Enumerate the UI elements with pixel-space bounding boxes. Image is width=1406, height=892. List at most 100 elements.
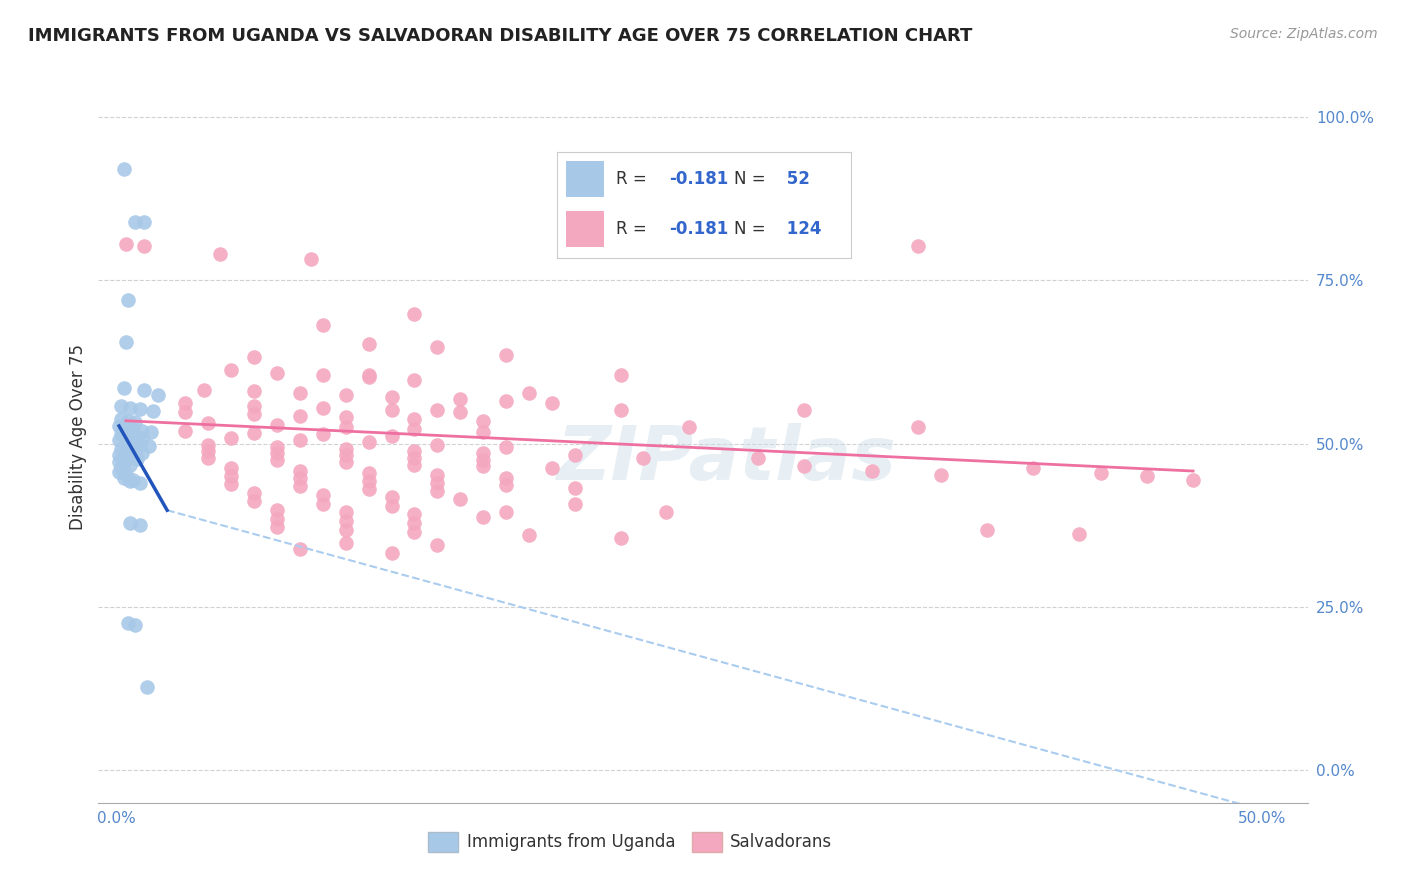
Point bbox=[288, 542, 311, 557]
Point bbox=[678, 420, 700, 434]
Point bbox=[288, 385, 311, 400]
Point bbox=[266, 418, 288, 433]
Point bbox=[335, 449, 357, 463]
Point bbox=[449, 492, 471, 507]
Point bbox=[357, 337, 380, 351]
Point bbox=[299, 252, 322, 267]
Point bbox=[134, 383, 156, 397]
Point bbox=[174, 405, 197, 419]
Point bbox=[115, 435, 138, 450]
Point bbox=[142, 404, 165, 418]
Point bbox=[112, 381, 135, 395]
Point bbox=[112, 456, 135, 470]
Point bbox=[472, 446, 495, 460]
Point bbox=[115, 467, 138, 482]
Point bbox=[243, 407, 266, 421]
Point bbox=[266, 512, 288, 526]
Point bbox=[266, 520, 288, 534]
Point bbox=[117, 616, 139, 631]
Text: R =: R = bbox=[616, 170, 652, 188]
Point bbox=[357, 466, 380, 480]
Point bbox=[1067, 526, 1090, 541]
Legend: Immigrants from Uganda, Salvadorans: Immigrants from Uganda, Salvadorans bbox=[420, 823, 841, 860]
Text: R =: R = bbox=[616, 220, 652, 238]
Point bbox=[110, 442, 132, 456]
Text: -0.181: -0.181 bbox=[669, 220, 728, 238]
Point bbox=[243, 485, 266, 500]
FancyBboxPatch shape bbox=[567, 211, 605, 247]
Point bbox=[404, 458, 426, 472]
Point bbox=[108, 449, 131, 463]
Point bbox=[128, 402, 150, 417]
Point bbox=[124, 618, 146, 632]
Point bbox=[472, 509, 495, 524]
Point bbox=[115, 237, 138, 252]
Point bbox=[288, 479, 311, 493]
Point bbox=[426, 402, 449, 417]
Point bbox=[127, 452, 149, 467]
Point bbox=[138, 439, 160, 453]
Point bbox=[197, 444, 219, 458]
Point bbox=[124, 444, 146, 458]
Point bbox=[117, 293, 139, 307]
Point bbox=[380, 490, 402, 504]
Point bbox=[380, 429, 402, 443]
Point bbox=[121, 436, 143, 450]
Point bbox=[1090, 466, 1112, 480]
Point bbox=[288, 409, 311, 424]
Point bbox=[131, 424, 153, 438]
Point bbox=[139, 425, 162, 439]
Point bbox=[128, 438, 150, 452]
Point bbox=[174, 396, 197, 410]
Point bbox=[121, 422, 143, 436]
Point bbox=[193, 383, 215, 397]
Point bbox=[540, 396, 562, 410]
Point bbox=[115, 335, 138, 350]
Text: 52: 52 bbox=[780, 170, 810, 188]
Point bbox=[312, 497, 335, 511]
Point bbox=[335, 410, 357, 425]
Point bbox=[472, 425, 495, 439]
Point bbox=[404, 450, 426, 465]
Point bbox=[540, 461, 562, 475]
Point bbox=[243, 425, 266, 440]
Point bbox=[312, 368, 335, 382]
Point bbox=[1022, 461, 1045, 475]
Point bbox=[426, 467, 449, 482]
Point bbox=[117, 429, 139, 443]
Point bbox=[312, 487, 335, 501]
Point bbox=[404, 516, 426, 531]
Point bbox=[312, 401, 335, 415]
Point bbox=[495, 505, 517, 519]
Point bbox=[495, 348, 517, 362]
Point bbox=[108, 419, 131, 434]
Y-axis label: Disability Age Over 75: Disability Age Over 75 bbox=[69, 344, 87, 530]
Point bbox=[426, 538, 449, 552]
Point bbox=[110, 461, 132, 475]
Point bbox=[131, 431, 153, 445]
Point bbox=[135, 680, 157, 694]
Point bbox=[404, 444, 426, 458]
Point bbox=[357, 474, 380, 488]
Point bbox=[449, 392, 471, 407]
Point bbox=[633, 450, 655, 465]
Point bbox=[112, 162, 135, 177]
Point bbox=[219, 363, 242, 377]
Point bbox=[335, 523, 357, 537]
Text: N =: N = bbox=[734, 220, 770, 238]
Point bbox=[266, 366, 288, 380]
Point bbox=[174, 424, 197, 438]
Point bbox=[495, 440, 517, 454]
Point bbox=[110, 412, 132, 426]
Point bbox=[266, 453, 288, 467]
Point bbox=[110, 427, 132, 442]
Point bbox=[426, 438, 449, 452]
Point bbox=[357, 370, 380, 384]
Point bbox=[134, 214, 156, 228]
Point bbox=[288, 434, 311, 448]
Point bbox=[117, 414, 139, 428]
Point bbox=[197, 416, 219, 430]
Text: 124: 124 bbox=[780, 220, 821, 238]
Point bbox=[115, 420, 138, 434]
Point bbox=[426, 475, 449, 490]
